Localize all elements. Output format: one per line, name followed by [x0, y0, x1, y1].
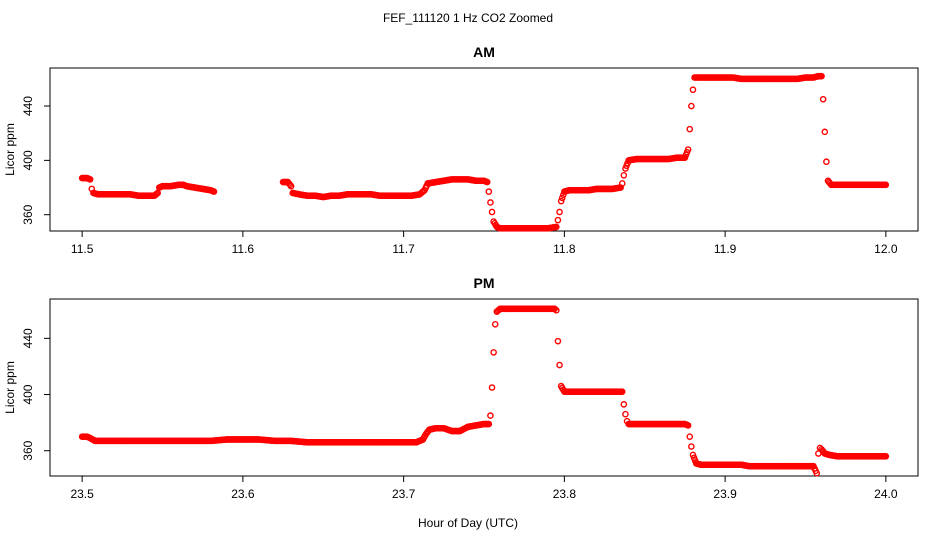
x-tick-label: 23.5 — [70, 487, 94, 501]
data-point — [818, 72, 825, 80]
pm-panel: PM 23.5 23.6 23.7 23.8 23.9 24.0 360 400 440 Licor… — [3, 275, 919, 501]
data-point — [557, 197, 565, 205]
x-tick-label: 11.8 — [553, 242, 576, 256]
y-tick-label: 440 — [21, 96, 35, 116]
y-axis-label: Licor ppm — [3, 361, 17, 414]
plot-frame — [49, 298, 919, 477]
data-point — [882, 453, 890, 460]
data-point — [821, 128, 829, 136]
y-tick-label: 400 — [21, 150, 35, 170]
x-tick-label: 23.6 — [231, 487, 255, 501]
x-tick-label: 11.6 — [232, 242, 255, 256]
data-point — [210, 188, 218, 195]
data-point — [684, 146, 692, 153]
data-point — [882, 181, 890, 189]
x-tick-label: 11.5 — [71, 242, 94, 256]
data-point — [554, 216, 562, 224]
data-point — [684, 422, 692, 429]
data-point — [618, 180, 626, 187]
data-point — [553, 223, 560, 231]
plot-frame — [49, 67, 919, 232]
data-point — [689, 86, 697, 94]
y-tick-label: 400 — [21, 384, 35, 404]
x-tick-label: 11.7 — [392, 242, 415, 256]
data-point — [490, 349, 497, 356]
data-point — [485, 188, 493, 195]
data-point — [483, 178, 491, 186]
am-panel: AM 11.5 11.6 11.7 11.8 11.9 12.0 360 400 440 Licor… — [3, 44, 919, 256]
panel-title: AM — [473, 44, 495, 60]
data-point — [556, 208, 563, 216]
x-tick-label: 23.8 — [553, 487, 577, 501]
data-point — [551, 305, 559, 313]
data-point — [287, 182, 295, 190]
data-point — [686, 125, 694, 133]
data-point — [823, 158, 830, 166]
data-point — [558, 194, 566, 202]
y-tick-label: 360 — [21, 440, 35, 460]
data-point — [819, 95, 827, 103]
x-tick-label: 12.0 — [874, 242, 898, 256]
data-point — [620, 401, 628, 408]
data-point — [553, 306, 560, 314]
y-tick-label: 360 — [21, 204, 35, 224]
figure-title: FEF_111120 1 Hz CO2 Zoomed — [383, 11, 553, 25]
data-point — [487, 412, 494, 419]
data-points — [78, 305, 890, 477]
x-tick-label: 24.0 — [874, 487, 898, 501]
data-point — [487, 199, 494, 206]
data-point — [86, 176, 94, 183]
x-tick-label: 11.9 — [714, 242, 737, 256]
data-point — [686, 433, 694, 440]
data-point — [688, 102, 695, 110]
x-tick-label: 23.7 — [392, 487, 416, 501]
panel-title: PM — [474, 275, 495, 291]
data-point — [622, 410, 629, 418]
data-point — [620, 172, 628, 179]
data-point — [813, 469, 821, 477]
data-point — [556, 361, 563, 369]
data-points — [78, 72, 890, 232]
figure-xlabel: Hour of Day (UTC) — [418, 516, 518, 530]
data-point — [554, 337, 562, 345]
data-point — [491, 320, 499, 328]
data-point — [688, 443, 695, 450]
y-axis-label: Licor ppm — [3, 123, 17, 176]
data-point — [485, 420, 493, 428]
data-point — [488, 208, 496, 216]
data-point — [488, 384, 496, 391]
data-point — [618, 388, 626, 396]
x-tick-label: 23.9 — [713, 487, 737, 501]
y-tick-label: 440 — [21, 328, 35, 348]
